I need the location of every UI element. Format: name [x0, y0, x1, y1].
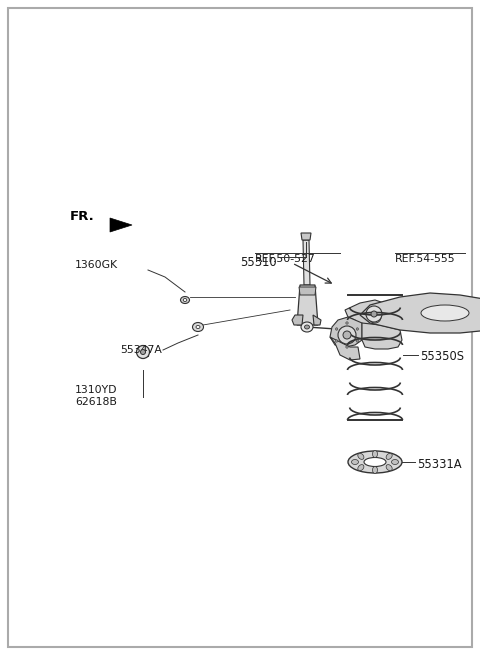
Ellipse shape [366, 306, 382, 322]
Ellipse shape [336, 328, 338, 330]
Ellipse shape [348, 451, 402, 473]
Text: 55331A: 55331A [417, 457, 462, 470]
Polygon shape [345, 300, 398, 335]
Polygon shape [297, 285, 318, 325]
Ellipse shape [386, 464, 392, 471]
Polygon shape [362, 323, 402, 349]
Polygon shape [299, 287, 316, 295]
Text: 62618B: 62618B [75, 397, 117, 407]
Ellipse shape [338, 326, 356, 344]
Polygon shape [360, 293, 480, 333]
Ellipse shape [346, 346, 348, 348]
Ellipse shape [192, 322, 204, 331]
Ellipse shape [343, 331, 351, 339]
Polygon shape [330, 317, 362, 347]
Polygon shape [301, 233, 311, 240]
Ellipse shape [364, 457, 386, 466]
Text: 1310YD: 1310YD [75, 385, 118, 395]
Ellipse shape [358, 464, 364, 471]
Text: 1360GK: 1360GK [75, 260, 118, 270]
Text: REF.54-555: REF.54-555 [395, 254, 456, 264]
Polygon shape [110, 218, 132, 232]
Ellipse shape [356, 328, 359, 330]
Ellipse shape [369, 311, 381, 323]
Polygon shape [313, 315, 321, 325]
Ellipse shape [356, 340, 359, 343]
Ellipse shape [136, 345, 149, 358]
Ellipse shape [304, 325, 310, 329]
Text: 55310: 55310 [240, 255, 276, 269]
Text: 55350S: 55350S [420, 350, 464, 364]
Ellipse shape [392, 460, 398, 464]
Ellipse shape [346, 322, 348, 324]
Ellipse shape [180, 297, 190, 303]
Text: FR.: FR. [70, 210, 95, 223]
Ellipse shape [301, 322, 313, 332]
Polygon shape [303, 240, 310, 285]
Text: REF.50-527: REF.50-527 [255, 254, 316, 264]
Ellipse shape [141, 350, 145, 354]
Ellipse shape [386, 453, 392, 459]
Ellipse shape [371, 311, 377, 317]
Ellipse shape [196, 326, 200, 329]
Polygon shape [292, 315, 303, 325]
Ellipse shape [358, 453, 364, 459]
Ellipse shape [183, 299, 187, 301]
Text: 55347A: 55347A [120, 345, 162, 355]
Ellipse shape [372, 451, 377, 457]
Ellipse shape [336, 340, 338, 343]
Ellipse shape [372, 466, 377, 474]
Polygon shape [138, 348, 148, 356]
Ellipse shape [421, 305, 469, 321]
Ellipse shape [351, 460, 359, 464]
Polygon shape [330, 337, 360, 360]
